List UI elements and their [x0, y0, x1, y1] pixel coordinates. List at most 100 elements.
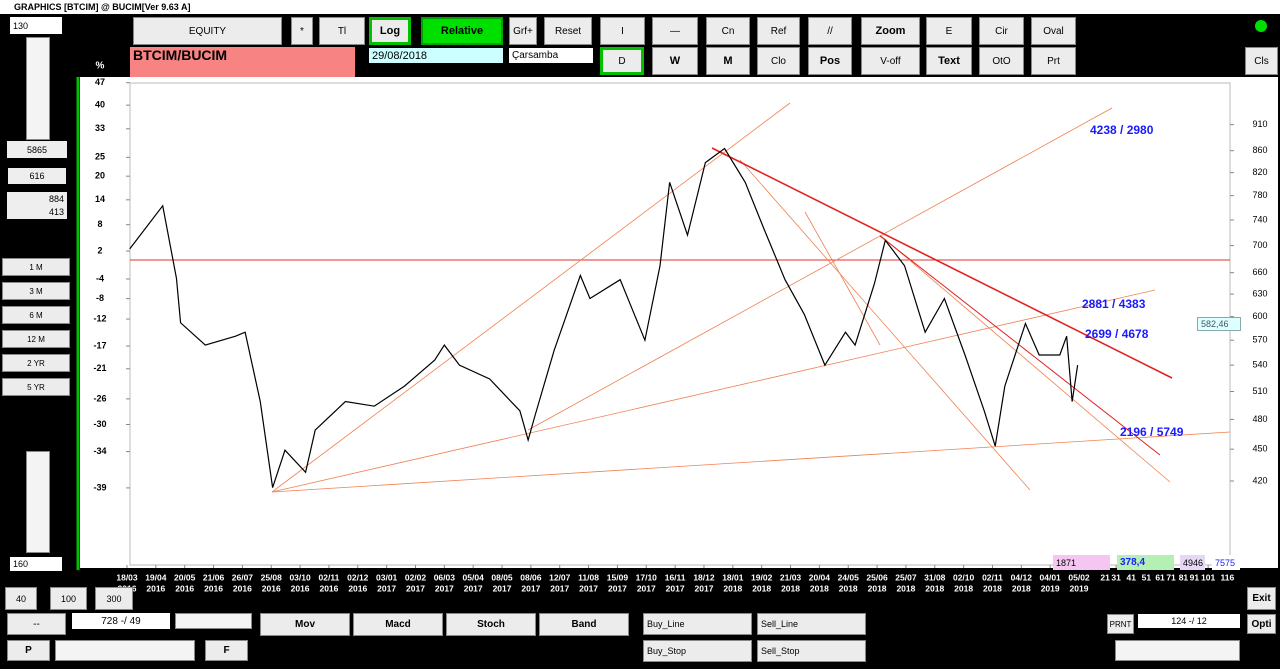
x-tick-label: 19/04 [145, 572, 167, 582]
toolbar-button[interactable]: V-off [861, 47, 920, 75]
x-tick-sublabel: 2018 [983, 583, 1002, 593]
x-tick-sublabel: 2016 [348, 583, 367, 593]
toolbar-button[interactable]: Log [369, 17, 411, 45]
toolbar-button[interactable]: OtO [979, 47, 1024, 75]
period-button[interactable]: 12 M [2, 330, 70, 348]
period-button[interactable]: 2 YR [2, 354, 70, 372]
toolbar-button[interactable]: Grf+ [509, 17, 537, 45]
scrollbar[interactable] [26, 451, 50, 553]
close-button[interactable]: Cls [1245, 47, 1278, 75]
input[interactable]: 130 [10, 17, 62, 34]
toolbar-button[interactable]: Oval [1031, 17, 1076, 45]
y-tick-label: 450 [1252, 444, 1267, 454]
y2-tick-label: -12 [93, 313, 106, 323]
order-checkbox[interactable]: Buy_Stop [643, 640, 752, 662]
toolbar-button[interactable]: W [652, 47, 698, 75]
x-tick-sublabel: 2017 [464, 583, 483, 593]
toolbar-button[interactable]: Pos [808, 47, 852, 75]
toolbar-button[interactable]: // [808, 17, 852, 45]
exit-button[interactable]: Exit [1247, 587, 1276, 610]
scrollbar[interactable] [55, 640, 195, 661]
x-tick-sublabel: 2017 [666, 583, 685, 593]
toolbar-button[interactable]: I [600, 17, 645, 45]
x-tick-label: 71 [1166, 572, 1176, 582]
toolbar-button[interactable]: E [926, 17, 972, 45]
period-button[interactable]: 5 YR [2, 378, 70, 396]
x-tick-label: 81 [1179, 572, 1189, 582]
print-button[interactable]: PRNT [1107, 614, 1134, 634]
toolbar-button[interactable]: * [291, 17, 313, 45]
x-tick-sublabel: 2017 [435, 583, 454, 593]
y2-tick-label: -26 [93, 393, 106, 403]
x-tick-label: 05/04 [463, 572, 485, 582]
order-checkbox[interactable]: Buy_Line [643, 613, 752, 635]
period-button[interactable]: 1 M [2, 258, 70, 276]
x-tick-sublabel: 2018 [1012, 583, 1031, 593]
x-tick-sublabel: 2017 [521, 583, 540, 593]
x-tick-label: 04/01 [1040, 572, 1062, 582]
toolbar-button[interactable]: Relative [421, 17, 503, 45]
zoom-button[interactable]: 100 [50, 587, 87, 610]
stat-box: 7575 [1212, 555, 1240, 570]
toolbar-button[interactable]: Cir [979, 17, 1024, 45]
position-box: 728 -/ 49 [72, 613, 170, 629]
x-tick-label: 25/08 [261, 572, 283, 582]
y2-tick-label: -39 [93, 482, 106, 492]
annotation: 2881 / 4383 [1082, 297, 1146, 311]
x-tick-label: 26/07 [232, 572, 254, 582]
order-checkbox[interactable]: Sell_Line [757, 613, 866, 635]
indicator-button[interactable]: Band [539, 613, 629, 636]
x-tick-label: 04/12 [1011, 572, 1033, 582]
scrollbar[interactable] [26, 37, 50, 140]
input[interactable]: 160 [10, 557, 62, 571]
scrollbar[interactable] [175, 613, 252, 629]
toolbar-button[interactable]: Zoom [861, 17, 920, 45]
x-tick-label: 20/05 [174, 572, 196, 582]
y2-tick-label: 40 [95, 100, 105, 110]
toolbar-button[interactable]: Reset [544, 17, 592, 45]
prev-button[interactable]: P [7, 640, 50, 661]
x-tick-sublabel: 2017 [377, 583, 396, 593]
y-tick-label: 910 [1252, 119, 1267, 129]
x-tick-label: 02/11 [982, 572, 1003, 582]
toolbar-button[interactable]: M [706, 47, 750, 75]
indicator-button[interactable]: Macd [353, 613, 443, 636]
x-tick-label: 18/12 [693, 572, 715, 582]
toolbar-button[interactable]: EQUITY [133, 17, 282, 45]
toolbar-button[interactable]: Ref [757, 17, 800, 45]
x-tick-label: 91 [1190, 572, 1200, 582]
toolbar-button[interactable]: D [600, 47, 644, 75]
x-tick-label: 18/03 [116, 572, 138, 582]
toolbar-button[interactable]: Prt [1031, 47, 1076, 75]
toolbar-button[interactable]: Cn [706, 17, 750, 45]
toolbar-button[interactable]: Clo [757, 47, 800, 75]
order-checkbox[interactable]: Sell_Stop [757, 640, 866, 662]
x-tick-sublabel: 2016 [319, 583, 338, 593]
left-box[interactable]: -- [7, 613, 66, 635]
indicator-button[interactable]: Mov [260, 613, 350, 636]
value-box: 616 [8, 168, 66, 184]
x-tick-sublabel: 2016 [262, 583, 281, 593]
zoom-button[interactable]: 40 [5, 587, 37, 610]
y-tick-label: 630 [1252, 288, 1267, 298]
x-tick-sublabel: 2018 [868, 583, 887, 593]
x-tick-sublabel: 2016 [146, 583, 165, 593]
zoom-button[interactable]: 300 [95, 587, 133, 610]
indicator-button[interactable]: Stoch [446, 613, 536, 636]
toolbar-button[interactable]: Tl [319, 17, 365, 45]
opti-button[interactable]: Opti [1247, 614, 1276, 634]
x-tick-label: 02/10 [953, 572, 975, 582]
x-tick-sublabel: 2018 [954, 583, 973, 593]
toolbar-button[interactable]: — [652, 17, 698, 45]
trend-lines [271, 102, 1231, 493]
next-button[interactable]: F [205, 640, 248, 661]
weekday-box: Çarsamba [509, 48, 593, 63]
scrollbar[interactable] [1115, 640, 1240, 661]
period-button[interactable]: 3 M [2, 282, 70, 300]
x-tick-sublabel: 2016 [175, 583, 194, 593]
toolbar-button[interactable]: Text [926, 47, 972, 75]
y-tick-label: 480 [1252, 414, 1267, 424]
x-tick-label: 61 [1155, 572, 1165, 582]
period-button[interactable]: 6 M [2, 306, 70, 324]
